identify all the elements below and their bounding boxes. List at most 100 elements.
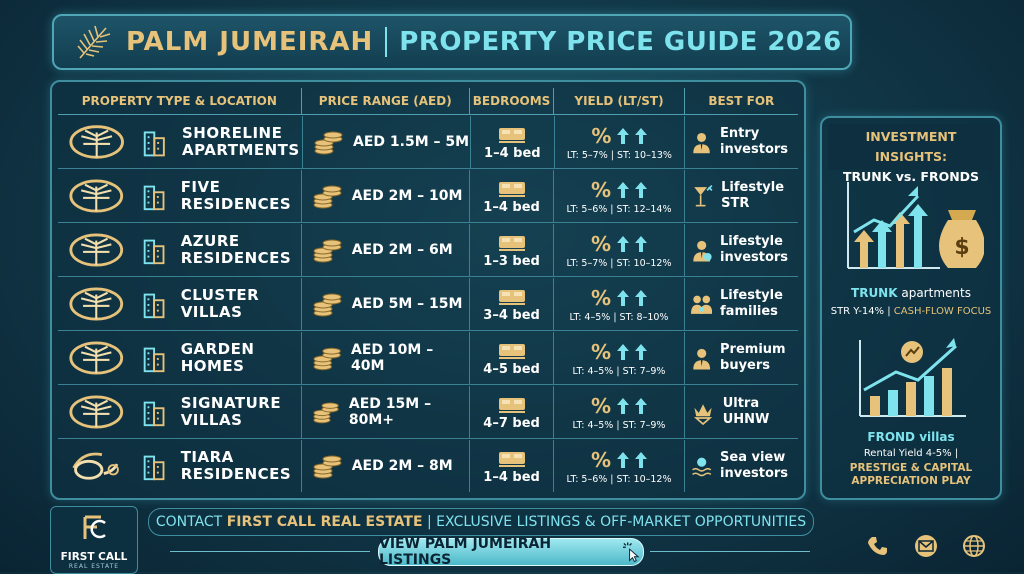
price-range: AED 5M – 15M [351,296,463,312]
best-for-cell: Lifestyle STR [685,170,798,222]
property-cell: AZURE RESIDENCES [58,224,302,276]
price-cell: AED 2M – 6M [302,224,470,276]
gold-coins-icon [313,402,339,424]
table-row[interactable]: FIVE RESIDENCES AED 2M – 10M 1–4 bed% LT: 5… [58,170,798,223]
company-logo[interactable]: FIRST CALL REAL ESTATE [50,506,138,574]
palm-island-map-icon [69,179,124,213]
best-for-cell: Lifestyle families [685,278,798,330]
frond-detail: Rental Yield 4-5% | [863,448,959,459]
palm-island-map-icon [69,341,124,375]
price-range: AED 10M – 40M [351,342,434,374]
building-icon [143,347,164,373]
percent-icon: % [590,177,611,202]
up-arrow-icon [635,127,648,144]
price-cell: AED 15M – 80M+ [302,386,470,438]
price-range: AED 1.5M – 5M [353,134,470,150]
crown-icon [693,404,712,426]
table-row[interactable]: TIARA RESIDENCES AED 2M – 8M 1–4 bed% LT: 5… [58,440,798,492]
view-listings-label: VIEW PALM JUMEIRAH LISTINGS [379,536,552,568]
family-icon [690,295,713,314]
insights-title: INVESTMENT INSIGHTS: TRUNK vs. FRONDS [828,124,994,184]
property-table: PROPERTY TYPE & LOCATION PRICE RANGE (AE… [50,80,806,500]
trunk-focus: CASH-FLOW FOCUS [893,306,992,317]
gold-coins-icon [314,131,343,155]
frond-focus: PRESTIGE & CAPITAL APPRECIATION PLAY [822,462,1000,488]
header-banner: PALM JUMEIRAH PROPERTY PRICE GUIDE 2026 [52,14,852,70]
trunk-label: TRUNK apartments [822,286,1000,300]
best-for-value: Ultra UHNW [722,396,770,427]
property-name: SHORELINE APARTMENTS [182,124,300,159]
growth-chart-money-bag-icon: $ [847,182,984,269]
property-cell: SHORELINE APARTMENTS [58,116,303,168]
globe-icon[interactable] [962,534,986,558]
percent-icon: % [590,393,611,418]
bed-icon [498,289,525,305]
building-icon [143,401,164,427]
price-cell: AED 10M – 40M [302,332,470,384]
yield-value: LT: 5–7% | ST: 10–13% [566,149,672,161]
bedrooms-cell: 1–3 bed [470,224,555,276]
percent-icon: % [590,339,611,364]
yield-value: LT: 5–7% | ST: 10–12% [566,257,672,269]
frond-label: FROND villas [867,430,955,444]
up-arrow-icon [617,181,629,198]
fc-monogram-icon [83,515,106,539]
title-palm-jumeirah: PALM JUMEIRAH [126,27,374,57]
phone-icon[interactable] [866,534,890,558]
yield-value: LT: 4–5% | ST: 7–9% [572,365,666,377]
insights-title-line1: INVESTMENT INSIGHTS: [865,129,957,164]
property-name: TIARA RESIDENCES [180,448,292,483]
cursor-click-icon [623,542,640,563]
property-name: SIGNATURE VILLAS [180,394,282,429]
best-for-value: Lifestyle families [720,288,783,319]
bed-icon [498,451,525,467]
property-cell: CLUSTER VILLAS [58,278,302,330]
best-for-cell: Lifestyle investors [685,224,798,276]
investor-icon [692,240,712,262]
bedrooms-cell: 4–5 bed [470,332,555,384]
yield-value: LT: 4–5% | ST: 8–10% [569,311,669,323]
yield-symbols: % [591,286,647,310]
up-arrow-icon [635,235,647,252]
view-listings-button[interactable]: VIEW PALM JUMEIRAH LISTINGS [378,536,644,568]
table-row[interactable]: AZURE RESIDENCES AED 2M – 6M 1–3 bed% LT: 5… [58,224,798,277]
frond-growth-chart-icon [859,338,966,417]
bedrooms-cell: 3–4 bed [470,278,555,330]
table-header: PROPERTY TYPE & LOCATION PRICE RANGE (AE… [58,88,798,115]
table-row[interactable]: CLUSTER VILLAS AED 5M – 15M 3–4 bed% LT: 4–… [58,278,798,331]
price-cell: AED 5M – 15M [302,278,470,330]
bed-icon [498,181,525,197]
property-cell: FIVE RESIDENCES [58,170,302,222]
yield-symbols: % [591,178,647,202]
gold-coins-icon [313,239,342,263]
yield-symbols: % [591,232,647,256]
bedrooms-value: 1–4 bed [483,469,540,485]
yield-cell: % LT: 5–7% | ST: 10–13% [555,116,685,168]
percent-icon: % [590,285,611,310]
price-cell: AED 1.5M – 5M [303,116,471,168]
property-cell: GARDEN HOMES [58,332,302,384]
table-row[interactable]: GARDEN HOMES AED 10M – 40M 4–5 bed% LT: 4–5… [58,332,798,385]
contact-prefix: CONTACT [155,514,223,530]
table-row[interactable]: SIGNATURE VILLAS AED 15M – 80M+ 4–7 bed% LT… [58,386,798,439]
best-for-cell: Entry investors [685,116,798,168]
property-name: AZURE RESIDENCES [180,232,292,267]
palm-island-map-icon [69,395,124,429]
col-header-property: PROPERTY TYPE & LOCATION [58,88,302,114]
email-icon[interactable] [914,534,938,558]
table-row[interactable]: SHORELINE APARTMENTS AED 1.5M – 5M 1–4 bed… [58,116,798,169]
gold-coins-icon [313,455,342,479]
cta-divider-right [650,551,810,552]
building-icon [143,185,164,211]
up-arrow-icon [617,127,630,144]
col-header-bedrooms: BEDROOMS [470,88,555,114]
trunk-yield: STR Y-14% | [830,306,891,317]
yield-cell: % LT: 4–5% | ST: 7–9% [554,332,685,384]
title-divider [385,27,388,57]
yield-cell: % LT: 5–6% | ST: 12–14% [554,170,685,222]
price-range: AED 2M – 6M [351,242,453,258]
contact-banner: CONTACT FIRST CALL REAL ESTATE | EXCLUSI… [148,508,814,536]
yield-value: LT: 5–6% | ST: 10–12% [566,473,672,485]
percent-icon: % [590,231,611,256]
palm-island-map-icon [69,287,124,321]
